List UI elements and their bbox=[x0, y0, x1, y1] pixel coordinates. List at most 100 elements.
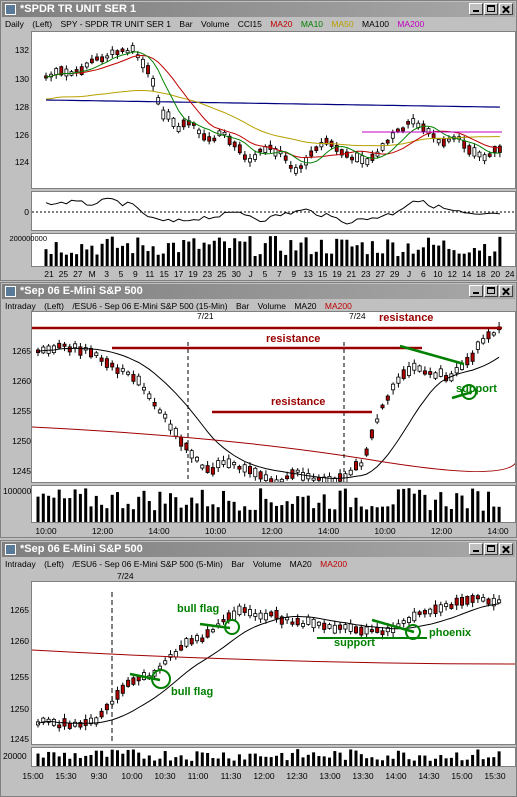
price-candle bbox=[100, 56, 104, 63]
volume-bar bbox=[325, 253, 328, 266]
price-candle bbox=[197, 129, 201, 135]
volume-bar bbox=[467, 252, 471, 266]
volume-bar bbox=[147, 755, 151, 766]
price-candle bbox=[104, 703, 109, 711]
ma100-legend: MA100 bbox=[362, 19, 389, 29]
date-marker: 7/24 bbox=[349, 311, 366, 321]
minimize-button[interactable] bbox=[469, 543, 483, 555]
volume-label: Volume bbox=[252, 559, 282, 569]
volume-bar bbox=[437, 245, 441, 266]
close-button[interactable] bbox=[499, 3, 513, 15]
price-candle bbox=[470, 352, 475, 362]
volume-bar bbox=[115, 247, 119, 266]
volume-bar bbox=[402, 488, 406, 522]
price-candle bbox=[269, 611, 274, 617]
price-candle bbox=[258, 612, 263, 620]
price-candle bbox=[481, 338, 486, 344]
chart-window-icon[interactable] bbox=[5, 544, 16, 555]
volume-panel[interactable] bbox=[31, 233, 516, 267]
price-candle bbox=[221, 460, 226, 465]
price-candle bbox=[247, 466, 252, 475]
price-candle bbox=[353, 626, 358, 634]
price-candle bbox=[369, 629, 374, 633]
price-candle bbox=[73, 343, 78, 349]
volume-bar bbox=[284, 254, 288, 266]
volume-bar bbox=[444, 506, 448, 522]
x-tick-label: 25 bbox=[217, 269, 227, 279]
price-candle bbox=[446, 138, 451, 142]
volume-panel[interactable] bbox=[31, 485, 516, 523]
volume-bar bbox=[233, 238, 237, 266]
resistance-label: resistance bbox=[271, 396, 326, 408]
maximize-button[interactable] bbox=[484, 285, 498, 297]
volume-bar bbox=[280, 752, 284, 766]
price-candle bbox=[226, 612, 231, 621]
x-tick-label: 11 bbox=[145, 269, 155, 279]
ma50-line bbox=[45, 90, 500, 147]
volume-bar bbox=[258, 254, 262, 266]
volume-bar bbox=[163, 751, 167, 766]
price-tick: 132 bbox=[14, 45, 29, 55]
chart-window-icon[interactable] bbox=[5, 4, 16, 15]
volume-panel[interactable] bbox=[31, 747, 516, 767]
price-candle bbox=[120, 48, 125, 52]
cci-panel[interactable] bbox=[31, 191, 516, 231]
volume-bar bbox=[222, 752, 225, 766]
title-bar[interactable]: *Sep 06 E-Mini S&P 500 bbox=[2, 284, 515, 299]
volume-bar bbox=[402, 752, 406, 766]
price-candle bbox=[120, 684, 125, 694]
volume-bar bbox=[190, 497, 194, 522]
maximize-button[interactable] bbox=[484, 543, 498, 555]
price-candle bbox=[79, 66, 84, 75]
x-tick-label: 5 bbox=[262, 269, 268, 279]
volume-bar bbox=[442, 240, 446, 266]
volume-bar bbox=[259, 756, 263, 766]
price-candle bbox=[334, 144, 339, 152]
x-tick-label: 10:00 bbox=[121, 771, 143, 781]
price-candle bbox=[253, 467, 258, 478]
price-panel[interactable] bbox=[31, 311, 516, 483]
price-candle bbox=[173, 428, 178, 437]
volume-bar bbox=[375, 759, 379, 766]
price-panel[interactable] bbox=[31, 31, 516, 189]
price-panel[interactable] bbox=[31, 581, 516, 745]
close-button[interactable] bbox=[499, 543, 513, 555]
volume-bar bbox=[237, 754, 241, 766]
volume-bar bbox=[275, 755, 278, 766]
spy-daily-window: *SPDR TR UNIT SER 1 Daily (Left) SPY - S… bbox=[0, 0, 517, 281]
volume-bar bbox=[248, 509, 252, 522]
volume-bar bbox=[401, 251, 405, 266]
volume-bar bbox=[338, 490, 342, 522]
minimize-button[interactable] bbox=[469, 285, 483, 297]
price-candle bbox=[364, 448, 369, 456]
volume-bar bbox=[376, 252, 379, 266]
period-label: Daily bbox=[5, 19, 24, 29]
price-candle bbox=[380, 143, 385, 151]
close-button[interactable] bbox=[499, 285, 513, 297]
volume-bar bbox=[411, 253, 415, 266]
chart-window-icon[interactable] bbox=[5, 286, 16, 297]
volume-bar bbox=[227, 500, 231, 522]
price-candle bbox=[441, 138, 446, 147]
price-candle bbox=[253, 154, 258, 160]
minimize-button[interactable] bbox=[469, 3, 483, 15]
volume-bar bbox=[223, 241, 226, 266]
title-bar[interactable]: *SPDR TR UNIT SER 1 bbox=[2, 2, 515, 17]
title-bar[interactable]: *Sep 06 E-Mini S&P 500 bbox=[2, 542, 515, 557]
volume-bar bbox=[200, 489, 204, 522]
price-candle bbox=[232, 141, 237, 148]
price-tick: 1245 bbox=[10, 734, 29, 744]
price-candle bbox=[406, 121, 411, 125]
volume-bar bbox=[290, 752, 294, 766]
volume-bar bbox=[121, 753, 125, 766]
maximize-button[interactable] bbox=[484, 3, 498, 15]
price-candle bbox=[293, 167, 298, 174]
volume-bar bbox=[455, 752, 459, 766]
volume-bar bbox=[487, 491, 490, 522]
volume-bar bbox=[396, 489, 400, 522]
volume-bar bbox=[211, 504, 215, 522]
volume-bar bbox=[493, 251, 497, 266]
price-candle bbox=[89, 348, 94, 358]
volume-bar bbox=[63, 752, 66, 766]
volume-bar bbox=[340, 239, 344, 266]
